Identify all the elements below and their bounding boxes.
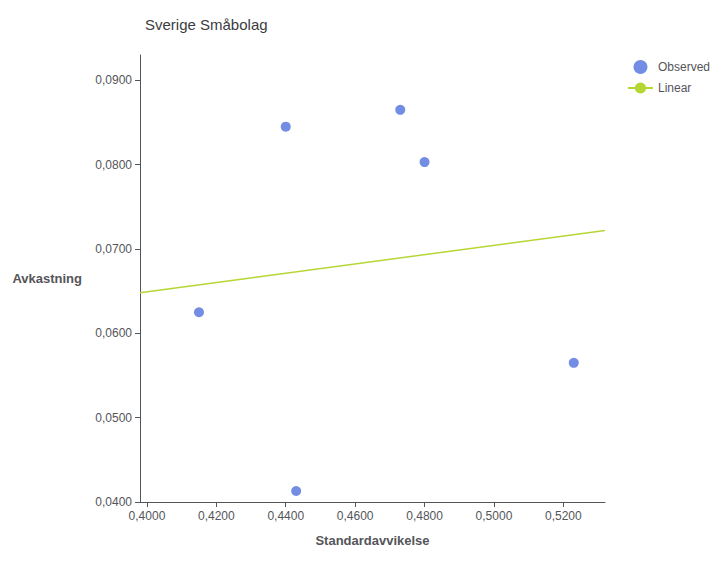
svg-text:0,4400: 0,4400 [267, 509, 304, 523]
svg-text:0,5000: 0,5000 [476, 509, 513, 523]
svg-text:0,4600: 0,4600 [337, 509, 374, 523]
svg-text:0,0800: 0,0800 [95, 158, 132, 172]
svg-text:0,4000: 0,4000 [129, 509, 166, 523]
svg-text:Linear: Linear [658, 81, 691, 95]
svg-text:Standardavvikelse: Standardavvikelse [315, 533, 429, 548]
svg-text:Avkastning: Avkastning [12, 271, 82, 286]
svg-text:0,0500: 0,0500 [95, 411, 132, 425]
svg-text:0,5200: 0,5200 [545, 509, 582, 523]
svg-text:0,0900: 0,0900 [95, 73, 132, 87]
svg-text:0,0600: 0,0600 [95, 326, 132, 340]
svg-text:0,4200: 0,4200 [198, 509, 235, 523]
svg-text:Observed: Observed [658, 60, 710, 74]
svg-text:Sverige Småbolag: Sverige Småbolag [145, 16, 268, 33]
svg-text:0,0700: 0,0700 [95, 242, 132, 256]
svg-text:0,4800: 0,4800 [406, 509, 443, 523]
svg-text:0,0400: 0,0400 [95, 495, 132, 509]
